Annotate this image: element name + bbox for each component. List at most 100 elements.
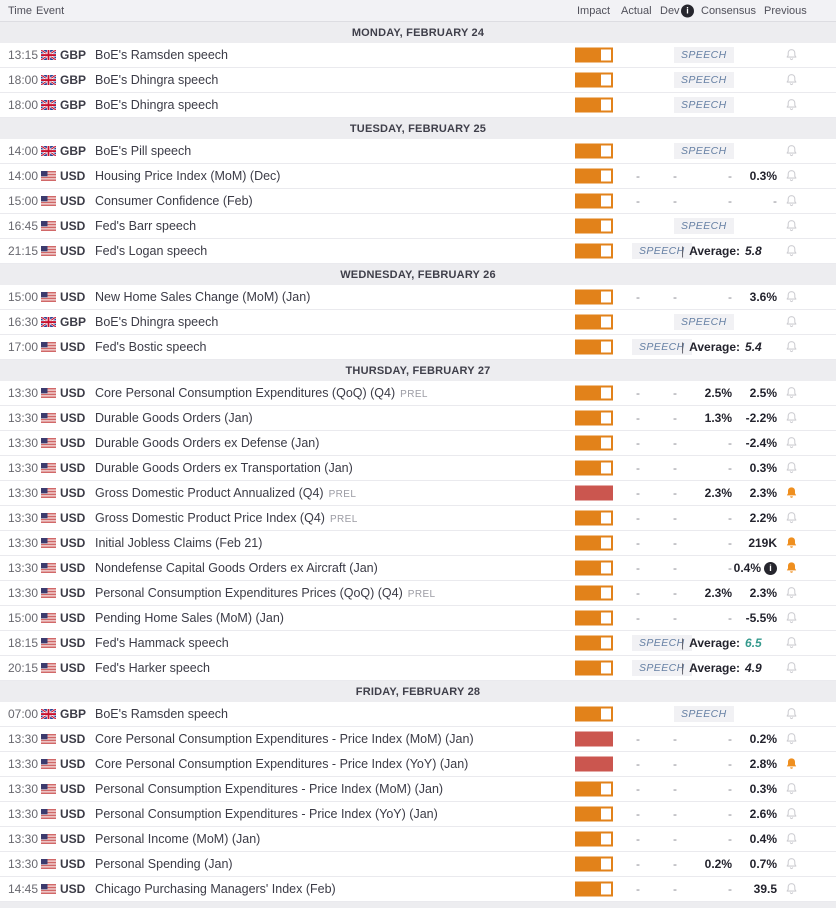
- event-row[interactable]: 13:30 USD Personal Spending (Jan) - - 0.…: [0, 852, 836, 877]
- bell-icon[interactable]: [784, 47, 799, 63]
- event-row[interactable]: 21:15 USD Fed's Logan speech SPEECH | Av…: [0, 239, 836, 264]
- bell-icon[interactable]: [784, 585, 799, 601]
- event-row[interactable]: 18:00 GBP BoE's Dhingra speech SPEECH: [0, 93, 836, 118]
- bell-icon[interactable]: [784, 218, 799, 234]
- bell-icon[interactable]: [784, 660, 799, 676]
- event-name[interactable]: Pending Home Sales (MoM) (Jan): [95, 611, 284, 625]
- event-row[interactable]: 13:30 USD Durable Goods Orders ex Defens…: [0, 431, 836, 456]
- event-name[interactable]: Core Personal Consumption Expenditures (…: [95, 386, 396, 400]
- bell-icon[interactable]: [784, 831, 799, 847]
- event-row[interactable]: 15:00 USD Consumer Confidence (Feb) - - …: [0, 189, 836, 214]
- event-row[interactable]: 14:00 GBP BoE's Pill speech SPEECH: [0, 139, 836, 164]
- event-row[interactable]: 13:30 USD Nondefense Capital Goods Order…: [0, 556, 836, 581]
- event-row[interactable]: 13:30 USD Core Personal Consumption Expe…: [0, 727, 836, 752]
- event-name[interactable]: BoE's Ramsden speech: [95, 707, 229, 721]
- bell-icon[interactable]: [784, 610, 799, 626]
- event-name[interactable]: Personal Consumption Expenditures Prices…: [95, 586, 403, 600]
- bell-icon[interactable]: [784, 97, 799, 113]
- event-name[interactable]: BoE's Pill speech: [95, 144, 192, 158]
- event-name[interactable]: Gross Domestic Product Price Index (Q4): [95, 511, 325, 525]
- event-name[interactable]: Durable Goods Orders ex Transportation (…: [95, 461, 353, 475]
- event-name[interactable]: Durable Goods Orders (Jan): [95, 411, 253, 425]
- event-name[interactable]: Personal Consumption Expenditures - Pric…: [95, 807, 438, 821]
- event-row[interactable]: 16:30 GBP BoE's Dhingra speech SPEECH: [0, 310, 836, 335]
- event-row[interactable]: 17:00 USD Fed's Bostic speech SPEECH | A…: [0, 335, 836, 360]
- event-row[interactable]: 13:15 GBP BoE's Ramsden speech SPEECH: [0, 43, 836, 68]
- event-name[interactable]: Gross Domestic Product Annualized (Q4): [95, 486, 324, 500]
- previous-value: 2.3%: [719, 586, 777, 600]
- event-row[interactable]: 18:15 USD Fed's Hammack speech SPEECH | …: [0, 631, 836, 656]
- bell-icon[interactable]: [784, 410, 799, 426]
- event-name[interactable]: Fed's Harker speech: [95, 661, 210, 675]
- event-row[interactable]: 13:30 USD Personal Consumption Expenditu…: [0, 581, 836, 606]
- bell-icon[interactable]: [784, 435, 799, 451]
- event-row[interactable]: 15:00 USD New Home Sales Change (MoM) (J…: [0, 285, 836, 310]
- event-name[interactable]: BoE's Dhingra speech: [95, 73, 219, 87]
- event-row[interactable]: 14:45 USD Chicago Purchasing Managers' I…: [0, 877, 836, 902]
- bell-icon[interactable]: [784, 143, 799, 159]
- event-name[interactable]: Durable Goods Orders ex Defense (Jan): [95, 436, 320, 450]
- bell-icon[interactable]: [784, 314, 799, 330]
- bell-icon[interactable]: [784, 289, 799, 305]
- bell-icon[interactable]: [784, 385, 799, 401]
- dev-info-icon[interactable]: i: [681, 4, 694, 17]
- event-name[interactable]: Fed's Logan speech: [95, 244, 208, 258]
- event-name[interactable]: Housing Price Index (MoM) (Dec): [95, 169, 281, 183]
- event-row[interactable]: 20:15 USD Fed's Harker speech SPEECH | A…: [0, 656, 836, 681]
- impact-indicator: [575, 168, 613, 184]
- bell-icon[interactable]: [784, 485, 799, 501]
- event-name[interactable]: Initial Jobless Claims (Feb 21): [95, 536, 263, 550]
- event-name[interactable]: Fed's Hammack speech: [95, 636, 229, 650]
- bell-icon[interactable]: [784, 781, 799, 797]
- bell-icon[interactable]: [784, 806, 799, 822]
- bell-icon[interactable]: [784, 72, 799, 88]
- bell-icon[interactable]: [784, 706, 799, 722]
- event-name[interactable]: BoE's Dhingra speech: [95, 98, 219, 112]
- event-row[interactable]: 18:00 GBP BoE's Dhingra speech SPEECH: [0, 68, 836, 93]
- bell-icon[interactable]: [784, 460, 799, 476]
- bell-icon[interactable]: [784, 635, 799, 651]
- bell-icon[interactable]: [784, 756, 799, 772]
- event-row[interactable]: 13:30 USD Personal Income (MoM) (Jan) - …: [0, 827, 836, 852]
- event-row[interactable]: 13:30 USD Durable Goods Orders (Jan) - -…: [0, 406, 836, 431]
- bell-icon[interactable]: [784, 881, 799, 897]
- event-name[interactable]: Fed's Bostic speech: [95, 340, 207, 354]
- bell-icon[interactable]: [784, 856, 799, 872]
- event-row[interactable]: 13:30 USD Personal Consumption Expenditu…: [0, 802, 836, 827]
- bell-icon[interactable]: [784, 193, 799, 209]
- bell-icon[interactable]: [784, 168, 799, 184]
- bell-icon[interactable]: [784, 243, 799, 259]
- event-row[interactable]: 13:30 USD Core Personal Consumption Expe…: [0, 381, 836, 406]
- event-name[interactable]: BoE's Ramsden speech: [95, 48, 229, 62]
- event-row[interactable]: 13:30 USD Core Personal Consumption Expe…: [0, 752, 836, 777]
- event-row[interactable]: 07:00 GBP BoE's Ramsden speech SPEECH: [0, 702, 836, 727]
- event-name[interactable]: Chicago Purchasing Managers' Index (Feb): [95, 882, 336, 896]
- revision-info-icon[interactable]: i: [764, 561, 777, 575]
- currency-code: GBP: [60, 315, 87, 329]
- average-value: 6.5: [745, 636, 762, 650]
- event-row[interactable]: 16:45 USD Fed's Barr speech SPEECH: [0, 214, 836, 239]
- bell-icon[interactable]: [784, 731, 799, 747]
- event-name[interactable]: Fed's Barr speech: [95, 219, 197, 233]
- event-name[interactable]: New Home Sales Change (MoM) (Jan): [95, 290, 311, 304]
- bell-icon[interactable]: [784, 510, 799, 526]
- event-name[interactable]: Personal Spending (Jan): [95, 857, 233, 871]
- event-row[interactable]: 13:30 USD Gross Domestic Product Annuali…: [0, 481, 836, 506]
- event-name[interactable]: BoE's Dhingra speech: [95, 315, 219, 329]
- event-row[interactable]: 13:30 USD Initial Jobless Claims (Feb 21…: [0, 531, 836, 556]
- event-name[interactable]: Consumer Confidence (Feb): [95, 194, 253, 208]
- event-name[interactable]: Core Personal Consumption Expenditures -…: [95, 732, 474, 746]
- event-row[interactable]: 13:30 USD Personal Consumption Expenditu…: [0, 777, 836, 802]
- event-name[interactable]: Nondefense Capital Goods Orders ex Aircr…: [95, 561, 378, 575]
- previous-text: 0.3%: [749, 782, 777, 796]
- bell-icon[interactable]: [784, 535, 799, 551]
- event-row[interactable]: 15:00 USD Pending Home Sales (MoM) (Jan)…: [0, 606, 836, 631]
- bell-icon[interactable]: [784, 560, 799, 576]
- event-row[interactable]: 14:00 USD Housing Price Index (MoM) (Dec…: [0, 164, 836, 189]
- event-name[interactable]: Personal Income (MoM) (Jan): [95, 832, 261, 846]
- event-row[interactable]: 13:30 USD Gross Domestic Product Price I…: [0, 506, 836, 531]
- event-row[interactable]: 13:30 USD Durable Goods Orders ex Transp…: [0, 456, 836, 481]
- event-name[interactable]: Core Personal Consumption Expenditures -…: [95, 757, 469, 771]
- bell-icon[interactable]: [784, 339, 799, 355]
- event-name[interactable]: Personal Consumption Expenditures - Pric…: [95, 782, 444, 796]
